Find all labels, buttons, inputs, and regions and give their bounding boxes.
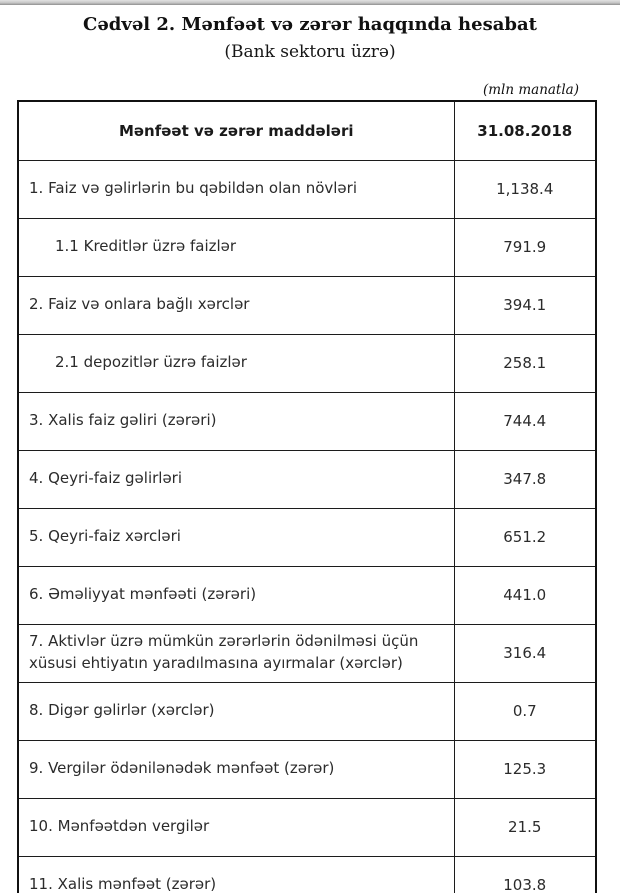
table-body: 1. Faiz və gəlirlərin bu qəbildən olan n… bbox=[17, 159, 597, 893]
column-header-items: Mənfəət və zərər maddələri bbox=[17, 100, 455, 161]
table-row: 2. Faiz və onlara bağlı xərclər 394.1 bbox=[17, 275, 597, 335]
row-label: 1. Faiz və gəlirlərin bu qəbildən olan n… bbox=[17, 159, 455, 219]
table-row: 10. Mənfəətdən vergilər 21.5 bbox=[17, 797, 597, 857]
column-header-date: 31.08.2018 bbox=[453, 100, 597, 161]
row-value: 791.9 bbox=[453, 217, 597, 277]
row-label: 6. Əməliyyat mənfəəti (zərəri) bbox=[17, 565, 455, 625]
row-value: 394.1 bbox=[453, 275, 597, 335]
row-value: 744.4 bbox=[453, 391, 597, 451]
row-label: 11. Xalis mənfəət (zərər) bbox=[17, 855, 455, 893]
row-label: 1.1 Kreditlər üzrə faizlər bbox=[17, 217, 455, 277]
row-label: 10. Mənfəətdən vergilər bbox=[17, 797, 455, 857]
table-row: 6. Əməliyyat mənfəəti (zərəri) 441.0 bbox=[17, 565, 597, 625]
row-label: 9. Vergilər ödənilənədək mənfəət (zərər) bbox=[17, 739, 455, 799]
table-row: 4. Qeyri-faiz gəlirləri 347.8 bbox=[17, 449, 597, 509]
row-value: 0.7 bbox=[453, 681, 597, 741]
row-label: 3. Xalis faiz gəliri (zərəri) bbox=[17, 391, 455, 451]
row-value: 441.0 bbox=[453, 565, 597, 625]
page-subtitle: (Bank sektoru üzrə) bbox=[224, 42, 396, 62]
window-top-edge bbox=[0, 0, 620, 5]
table-row: 11. Xalis mənfəət (zərər) 103.8 bbox=[17, 855, 597, 893]
row-label: 7. Aktivlər üzrə mümkün zərərlərin ödəni… bbox=[17, 623, 455, 683]
row-value: 1,138.4 bbox=[453, 159, 597, 219]
table-row: 9. Vergilər ödənilənədək mənfəət (zərər)… bbox=[17, 739, 597, 799]
table-header-row: Mənfəət və zərər maddələri 31.08.2018 bbox=[17, 100, 597, 161]
row-label: 8. Digər gəlirlər (xərclər) bbox=[17, 681, 455, 741]
table-row: 7. Aktivlər üzrə mümkün zərərlərin ödəni… bbox=[17, 623, 597, 683]
table-row: 1. Faiz və gəlirlərin bu qəbildən olan n… bbox=[17, 159, 597, 219]
row-value: 125.3 bbox=[453, 739, 597, 799]
row-value: 258.1 bbox=[453, 333, 597, 393]
row-value: 21.5 bbox=[453, 797, 597, 857]
page-title: Cədvəl 2. Mənfəət və zərər haqqında hesa… bbox=[83, 14, 537, 35]
table-row: 5. Qeyri-faiz xərcləri 651.2 bbox=[17, 507, 597, 567]
profit-loss-table: Mənfəət və zərər maddələri 31.08.2018 1.… bbox=[17, 100, 597, 893]
row-value: 316.4 bbox=[453, 623, 597, 683]
row-label: 2.1 depozitlər üzrə faizlər bbox=[17, 333, 455, 393]
row-label: 4. Qeyri-faiz gəlirləri bbox=[17, 449, 455, 509]
row-value: 347.8 bbox=[453, 449, 597, 509]
row-value: 651.2 bbox=[453, 507, 597, 567]
unit-note: (mln manatla) bbox=[482, 82, 579, 98]
table-row: 8. Digər gəlirlər (xərclər) 0.7 bbox=[17, 681, 597, 741]
row-label: 2. Faiz və onlara bağlı xərclər bbox=[17, 275, 455, 335]
table-row: 3. Xalis faiz gəliri (zərəri) 744.4 bbox=[17, 391, 597, 451]
table-header: Mənfəət və zərər maddələri 31.08.2018 bbox=[17, 100, 597, 161]
table-row: 2.1 depozitlər üzrə faizlər 258.1 bbox=[17, 333, 597, 393]
row-label: 5. Qeyri-faiz xərcləri bbox=[17, 507, 455, 567]
table-row: 1.1 Kreditlər üzrə faizlər 791.9 bbox=[17, 217, 597, 277]
row-value: 103.8 bbox=[453, 855, 597, 893]
